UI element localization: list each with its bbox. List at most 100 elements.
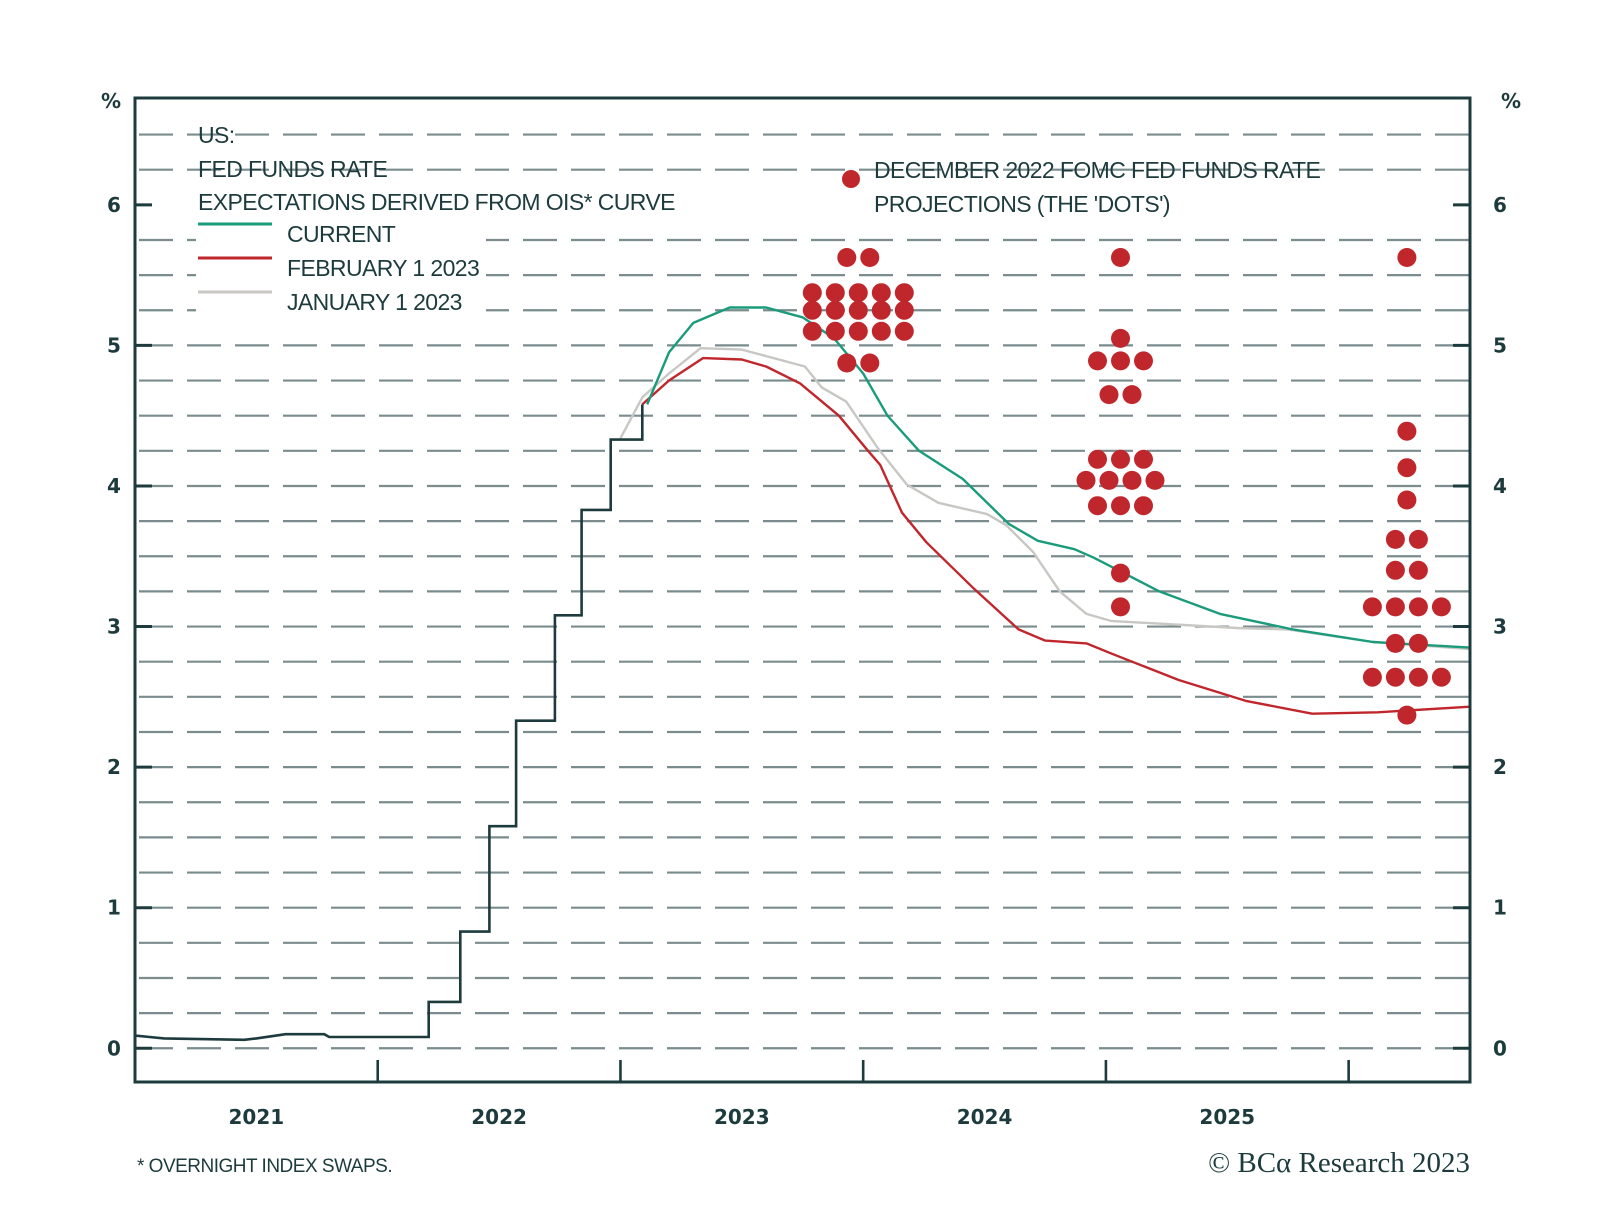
- fomc-dot-2024: [1134, 351, 1153, 371]
- fomc-dot-2023: [802, 321, 822, 341]
- x-axis-labels: 2021 2022 2023 2024 2025: [229, 1105, 1256, 1129]
- fomc-dot-2024: [1111, 449, 1130, 469]
- fomc-dot-2025: [1408, 529, 1428, 549]
- fomc-dot-2024: [1111, 248, 1130, 267]
- legend-label-january: JANUARY 1 2023: [287, 289, 462, 315]
- y-tick-label-left: 6: [107, 193, 121, 217]
- y-tick-label-left: 3: [107, 615, 121, 639]
- fomc-dot-2025: [1431, 597, 1451, 617]
- fomc-dot-2023: [802, 283, 822, 303]
- x-tick-label: 2022: [471, 1105, 527, 1129]
- fomc-dot-2023: [848, 283, 868, 303]
- fomc-dot-2023: [871, 283, 891, 303]
- x-tick-label: 2023: [714, 1105, 770, 1129]
- legend-background: [196, 222, 486, 320]
- series-lines: [134, 306, 1471, 1042]
- fomc-dot-2023: [848, 300, 868, 320]
- fomc-dot-2023: [871, 321, 891, 341]
- axes: [133, 96, 1472, 1084]
- y-axis-labels-left: 0 1 2 3 4 5 6: [107, 193, 121, 1060]
- fomc-dot-2023: [871, 300, 891, 320]
- fomc-dots: [802, 248, 1451, 725]
- x-tick-label: 2021: [229, 1105, 285, 1129]
- y-axis-labels-right: 0 1 2 3 4 5 6: [1493, 193, 1507, 1060]
- plot-frame: [133, 96, 1472, 1084]
- fomc-dot-2025: [1397, 705, 1417, 725]
- x-tick-label: 2025: [1199, 1105, 1255, 1129]
- fomc-dot-2023: [860, 248, 880, 267]
- chart-title-line-3: EXPECTATIONS DERIVED FROM OIS* CURVE: [198, 189, 675, 215]
- fomc-dot-2024: [1088, 496, 1107, 516]
- fomc-dot-2025: [1385, 667, 1405, 687]
- fomc-dot-2024: [1122, 470, 1142, 490]
- dots-legend-line-2: PROJECTIONS (THE 'DOTS'): [874, 191, 1170, 217]
- fomc-dot-2025: [1408, 633, 1428, 653]
- y-tick-label-left: 0: [107, 1036, 121, 1060]
- fomc-dot-2023: [848, 321, 868, 341]
- y-tick-label-left: 1: [107, 896, 121, 920]
- fomc-dot-2025: [1362, 667, 1382, 687]
- legend-dot-marker: [842, 170, 860, 188]
- y-tick-label-right: 1: [1493, 896, 1507, 920]
- fomc-dot-2023: [825, 321, 845, 341]
- fomc-dot-2025: [1431, 667, 1451, 687]
- fomc-dot-2025: [1397, 421, 1417, 441]
- fomc-dot-2025: [1397, 490, 1417, 510]
- y-unit-label-left: %: [101, 89, 121, 113]
- chart-title-line-1: US:: [198, 122, 235, 148]
- series-line-jan: [619, 347, 1471, 651]
- fomc-dot-2024: [1099, 470, 1119, 490]
- legend-label-current: CURRENT: [287, 221, 396, 247]
- y-tick-label-right: 5: [1493, 333, 1507, 357]
- fomc-dot-2023: [860, 353, 880, 373]
- y-tick-label-left: 2: [107, 755, 121, 779]
- fomc-dot-2023: [802, 300, 822, 320]
- fomc-dot-2025: [1385, 633, 1405, 653]
- fomc-dot-2025: [1408, 667, 1428, 687]
- fomc-dot-2024: [1122, 385, 1142, 405]
- series-line-actual: [134, 404, 644, 1042]
- fomc-dot-2024: [1088, 449, 1107, 469]
- y-tick-label-right: 6: [1493, 193, 1507, 217]
- y-unit-label-right: %: [1501, 89, 1521, 113]
- dots-legend-line-1: DECEMBER 2022 FOMC FED FUNDS RATE: [874, 157, 1320, 183]
- fomc-dot-2023: [825, 283, 845, 303]
- fomc-dot-2024: [1111, 351, 1130, 371]
- fomc-dot-2025: [1362, 597, 1382, 617]
- fomc-dot-2025: [1385, 597, 1405, 617]
- y-tick-label-right: 3: [1493, 615, 1507, 639]
- y-tick-label-right: 0: [1493, 1036, 1507, 1060]
- fomc-dot-2024: [1088, 351, 1107, 371]
- fomc-dot-2024: [1111, 328, 1130, 348]
- fomc-dot-2024: [1111, 496, 1130, 516]
- y-tick-label-left: 4: [107, 474, 121, 498]
- fomc-dot-2025: [1408, 560, 1428, 580]
- fomc-dot-2023: [894, 283, 914, 303]
- chart-title-line-2: FED FUNDS RATE: [198, 156, 387, 182]
- legend: US: FED FUNDS RATE EXPECTATIONS DERIVED …: [196, 122, 1321, 320]
- fomc-dot-2023: [837, 248, 857, 267]
- fomc-dot-2023: [894, 321, 914, 341]
- fomc-dot-2025: [1397, 248, 1417, 267]
- fomc-dot-2024: [1134, 496, 1153, 516]
- legend-label-february: FEBRUARY 1 2023: [287, 255, 479, 281]
- fomc-dot-2025: [1408, 597, 1428, 617]
- fomc-dot-2023: [837, 353, 857, 373]
- copyright: © BCα Research 2023: [1208, 1147, 1470, 1179]
- gridlines: [139, 133, 1470, 1050]
- fomc-dot-2024: [1111, 563, 1130, 583]
- fomc-dot-2024: [1111, 597, 1130, 617]
- y-tick-label-left: 5: [107, 333, 121, 357]
- x-tick-label: 2024: [957, 1105, 1013, 1129]
- series-line-feb: [641, 356, 1471, 715]
- footnote: * OVERNIGHT INDEX SWAPS.: [137, 1156, 392, 1177]
- y-tick-label-right: 4: [1493, 474, 1507, 498]
- fomc-dot-2024: [1099, 385, 1119, 405]
- fomc-dot-2023: [825, 300, 845, 320]
- fomc-dot-2025: [1385, 529, 1405, 549]
- series-line-current: [646, 306, 1471, 649]
- fomc-dot-2025: [1397, 458, 1417, 478]
- fomc-dot-2024: [1134, 449, 1153, 469]
- fomc-dot-2024: [1076, 470, 1096, 490]
